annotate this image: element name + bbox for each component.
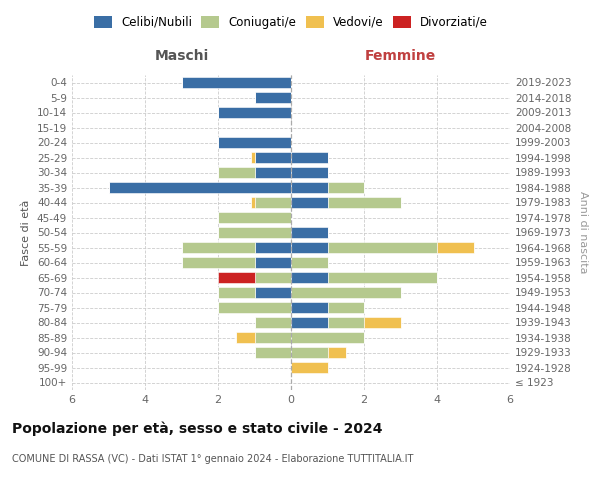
Bar: [254, 152, 291, 164]
Bar: [109, 182, 291, 194]
Bar: [291, 196, 328, 208]
Bar: [254, 92, 291, 104]
Bar: [291, 362, 328, 374]
Bar: [254, 332, 291, 344]
Bar: [218, 302, 291, 314]
Bar: [251, 196, 254, 208]
Bar: [254, 196, 291, 208]
Bar: [236, 332, 254, 344]
Bar: [218, 286, 254, 298]
Bar: [291, 166, 328, 178]
Bar: [291, 302, 328, 314]
Bar: [182, 76, 291, 88]
Bar: [254, 272, 291, 283]
Y-axis label: Anni di nascita: Anni di nascita: [578, 191, 588, 274]
Bar: [291, 332, 364, 344]
Bar: [328, 272, 437, 283]
Bar: [218, 166, 254, 178]
Bar: [328, 346, 346, 358]
Bar: [254, 166, 291, 178]
Bar: [291, 182, 328, 194]
Bar: [218, 212, 291, 224]
Bar: [291, 316, 328, 328]
Y-axis label: Fasce di età: Fasce di età: [22, 200, 31, 266]
Bar: [254, 316, 291, 328]
Bar: [291, 286, 401, 298]
Bar: [218, 226, 291, 238]
Bar: [182, 242, 254, 254]
Text: Femmine: Femmine: [365, 49, 436, 63]
Bar: [254, 242, 291, 254]
Bar: [218, 106, 291, 118]
Bar: [254, 286, 291, 298]
Bar: [254, 256, 291, 268]
Bar: [291, 272, 328, 283]
Bar: [182, 256, 254, 268]
Bar: [251, 152, 254, 164]
Legend: Celibi/Nubili, Coniugati/e, Vedovi/e, Divorziati/e: Celibi/Nubili, Coniugati/e, Vedovi/e, Di…: [89, 11, 493, 34]
Text: COMUNE DI RASSA (VC) - Dati ISTAT 1° gennaio 2024 - Elaborazione TUTTITALIA.IT: COMUNE DI RASSA (VC) - Dati ISTAT 1° gen…: [12, 454, 413, 464]
Text: Maschi: Maschi: [154, 49, 209, 63]
Bar: [328, 182, 364, 194]
Bar: [291, 256, 328, 268]
Bar: [218, 136, 291, 148]
Bar: [328, 242, 437, 254]
Bar: [291, 242, 328, 254]
Bar: [291, 226, 328, 238]
Bar: [437, 242, 473, 254]
Bar: [328, 302, 364, 314]
Bar: [364, 316, 401, 328]
Bar: [254, 346, 291, 358]
Bar: [328, 196, 401, 208]
Bar: [328, 316, 364, 328]
Bar: [218, 272, 254, 283]
Bar: [291, 152, 328, 164]
Text: Popolazione per età, sesso e stato civile - 2024: Popolazione per età, sesso e stato civil…: [12, 421, 383, 436]
Bar: [291, 346, 328, 358]
